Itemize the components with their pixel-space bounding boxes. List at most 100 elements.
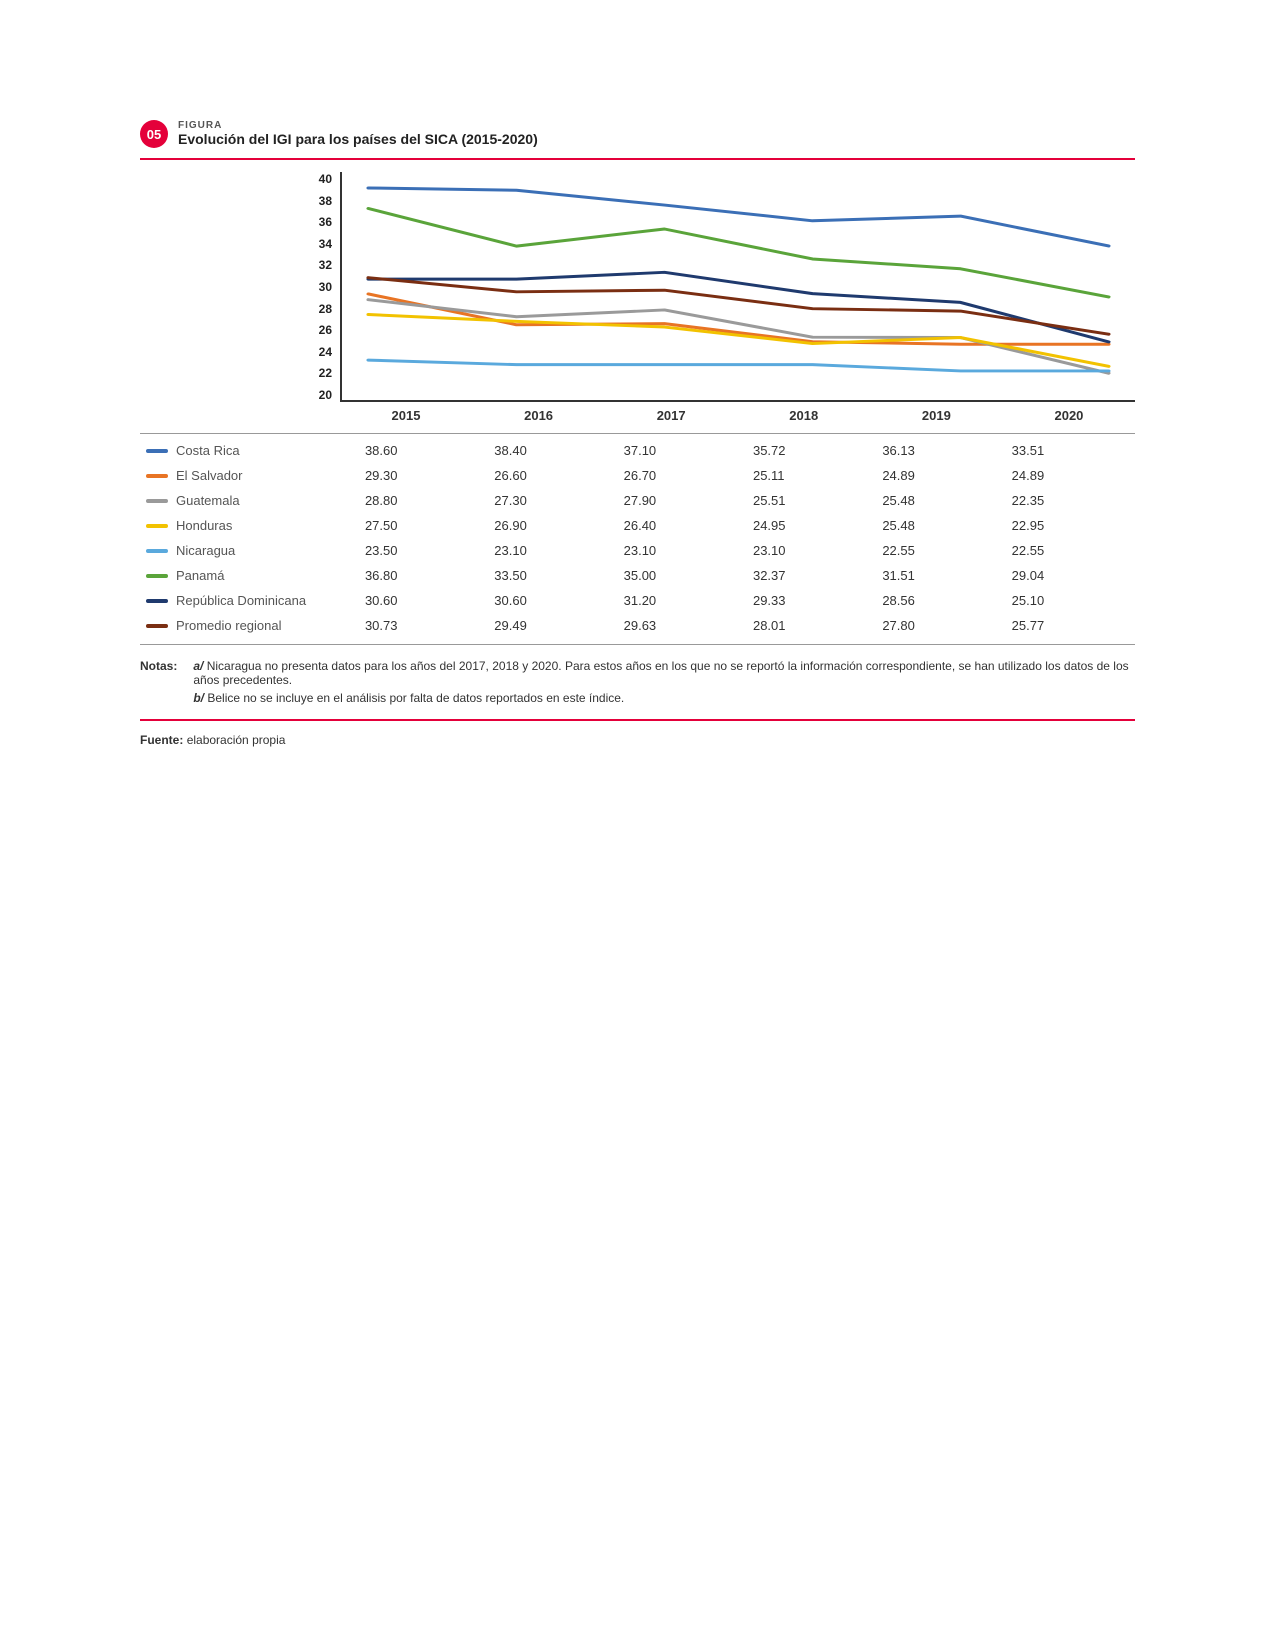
value-cell: 29.33 bbox=[747, 588, 876, 613]
notes-block: Notas: a/ Nicaragua no presenta datos pa… bbox=[140, 659, 1135, 709]
series-swatch bbox=[146, 574, 168, 578]
value-cell: 30.60 bbox=[359, 588, 488, 613]
note-line: b/ Belice no se incluye en el análisis p… bbox=[193, 691, 1135, 705]
value-cell: 33.50 bbox=[488, 563, 617, 588]
series-name: Honduras bbox=[176, 518, 232, 533]
series-line bbox=[368, 278, 1108, 335]
notes-rule bbox=[140, 719, 1135, 721]
value-cell: 27.50 bbox=[359, 513, 488, 538]
value-cell: 29.30 bbox=[359, 463, 488, 488]
table-row: Honduras 27.5026.9026.4024.9525.4822.95 bbox=[140, 513, 1135, 538]
legend-cell: El Salvador bbox=[146, 468, 346, 483]
series-swatch bbox=[146, 549, 168, 553]
value-cell: 23.10 bbox=[618, 538, 747, 563]
value-cell: 27.30 bbox=[488, 488, 617, 513]
legend-cell: Panamá bbox=[146, 568, 346, 583]
value-cell: 29.49 bbox=[488, 613, 617, 638]
y-tick: 20 bbox=[319, 388, 332, 402]
value-cell: 25.77 bbox=[1006, 613, 1135, 638]
note-key: a/ bbox=[193, 659, 206, 673]
series-swatch bbox=[146, 449, 168, 453]
value-cell: 25.51 bbox=[747, 488, 876, 513]
x-tick: 2017 bbox=[605, 408, 737, 423]
value-cell: 31.20 bbox=[618, 588, 747, 613]
value-cell: 26.60 bbox=[488, 463, 617, 488]
note-key: b/ bbox=[193, 691, 207, 705]
note-text: Nicaragua no presenta datos para los año… bbox=[193, 659, 1128, 687]
value-cell: 38.40 bbox=[488, 438, 617, 463]
value-cell: 25.48 bbox=[876, 488, 1005, 513]
value-cell: 26.90 bbox=[488, 513, 617, 538]
table-rule bbox=[140, 644, 1135, 645]
series-line bbox=[368, 360, 1108, 371]
series-swatch bbox=[146, 599, 168, 603]
series-name: República Dominicana bbox=[176, 593, 306, 608]
value-cell: 36.13 bbox=[876, 438, 1005, 463]
figure-kicker: FIGURA bbox=[178, 120, 538, 131]
series-swatch bbox=[146, 499, 168, 503]
value-cell: 28.80 bbox=[359, 488, 488, 513]
legend-cell: Guatemala bbox=[146, 493, 346, 508]
value-cell: 29.04 bbox=[1006, 563, 1135, 588]
legend-cell: Promedio regional bbox=[146, 618, 346, 633]
legend-cell: República Dominicana bbox=[146, 593, 346, 608]
value-cell: 23.10 bbox=[747, 538, 876, 563]
series-name: Guatemala bbox=[176, 493, 240, 508]
value-cell: 35.00 bbox=[618, 563, 747, 588]
value-cell: 24.95 bbox=[747, 513, 876, 538]
x-tick: 2019 bbox=[870, 408, 1002, 423]
source-label: Fuente: bbox=[140, 733, 183, 747]
value-cell: 36.80 bbox=[359, 563, 488, 588]
y-tick: 32 bbox=[319, 258, 332, 272]
value-cell: 24.89 bbox=[1006, 463, 1135, 488]
series-name: Promedio regional bbox=[176, 618, 282, 633]
value-cell: 27.80 bbox=[876, 613, 1005, 638]
y-tick: 38 bbox=[319, 194, 332, 208]
notes-body: a/ Nicaragua no presenta datos para los … bbox=[193, 659, 1135, 709]
value-cell: 28.01 bbox=[747, 613, 876, 638]
table-row: República Dominicana30.6030.6031.2029.33… bbox=[140, 588, 1135, 613]
data-table: Costa Rica38.6038.4037.1035.7236.1333.51… bbox=[140, 438, 1135, 638]
y-tick: 36 bbox=[319, 215, 332, 229]
chart-lines bbox=[342, 172, 1135, 400]
value-cell: 26.40 bbox=[618, 513, 747, 538]
value-cell: 29.63 bbox=[618, 613, 747, 638]
source-text: elaboración propia bbox=[187, 733, 286, 747]
line-chart: 4038363432302826242220 bbox=[140, 172, 1135, 402]
value-cell: 22.95 bbox=[1006, 513, 1135, 538]
y-tick: 22 bbox=[319, 366, 332, 380]
table-row: Promedio regional 30.7329.4929.6328.0127.… bbox=[140, 613, 1135, 638]
series-name: El Salvador bbox=[176, 468, 242, 483]
figure-title-block: FIGURA Evolución del IGI para los países… bbox=[178, 120, 538, 147]
value-cell: 24.89 bbox=[876, 463, 1005, 488]
series-name: Costa Rica bbox=[176, 443, 240, 458]
value-cell: 27.90 bbox=[618, 488, 747, 513]
table-row: Costa Rica38.6038.4037.1035.7236.1333.51 bbox=[140, 438, 1135, 463]
x-tick: 2020 bbox=[1003, 408, 1135, 423]
header-rule bbox=[140, 158, 1135, 160]
legend-cell: Nicaragua bbox=[146, 543, 346, 558]
value-cell: 23.50 bbox=[359, 538, 488, 563]
x-tick: 2016 bbox=[473, 408, 605, 423]
note-text: Belice no se incluye en el análisis por … bbox=[207, 691, 624, 705]
value-cell: 32.37 bbox=[747, 563, 876, 588]
x-tick: 2015 bbox=[340, 408, 472, 423]
legend-cell: Honduras bbox=[146, 518, 346, 533]
value-cell: 26.70 bbox=[618, 463, 747, 488]
y-axis: 4038363432302826242220 bbox=[140, 172, 340, 402]
value-cell: 25.48 bbox=[876, 513, 1005, 538]
value-cell: 37.10 bbox=[618, 438, 747, 463]
x-tick: 2018 bbox=[738, 408, 870, 423]
series-swatch bbox=[146, 524, 168, 528]
notes-label: Notas: bbox=[140, 659, 177, 709]
x-axis-rule bbox=[140, 433, 1135, 434]
value-cell: 30.73 bbox=[359, 613, 488, 638]
table-row: Panamá36.8033.5035.0032.3731.5129.04 bbox=[140, 563, 1135, 588]
table-row: Guatemala 28.8027.3027.9025.5125.4822.35 bbox=[140, 488, 1135, 513]
series-swatch bbox=[146, 474, 168, 478]
table-row: El Salvador29.3026.6026.7025.1124.8924.8… bbox=[140, 463, 1135, 488]
value-cell: 22.35 bbox=[1006, 488, 1135, 513]
series-swatch bbox=[146, 624, 168, 628]
table-row: Nicaragua23.5023.1023.1023.1022.5522.55 bbox=[140, 538, 1135, 563]
value-cell: 33.51 bbox=[1006, 438, 1135, 463]
